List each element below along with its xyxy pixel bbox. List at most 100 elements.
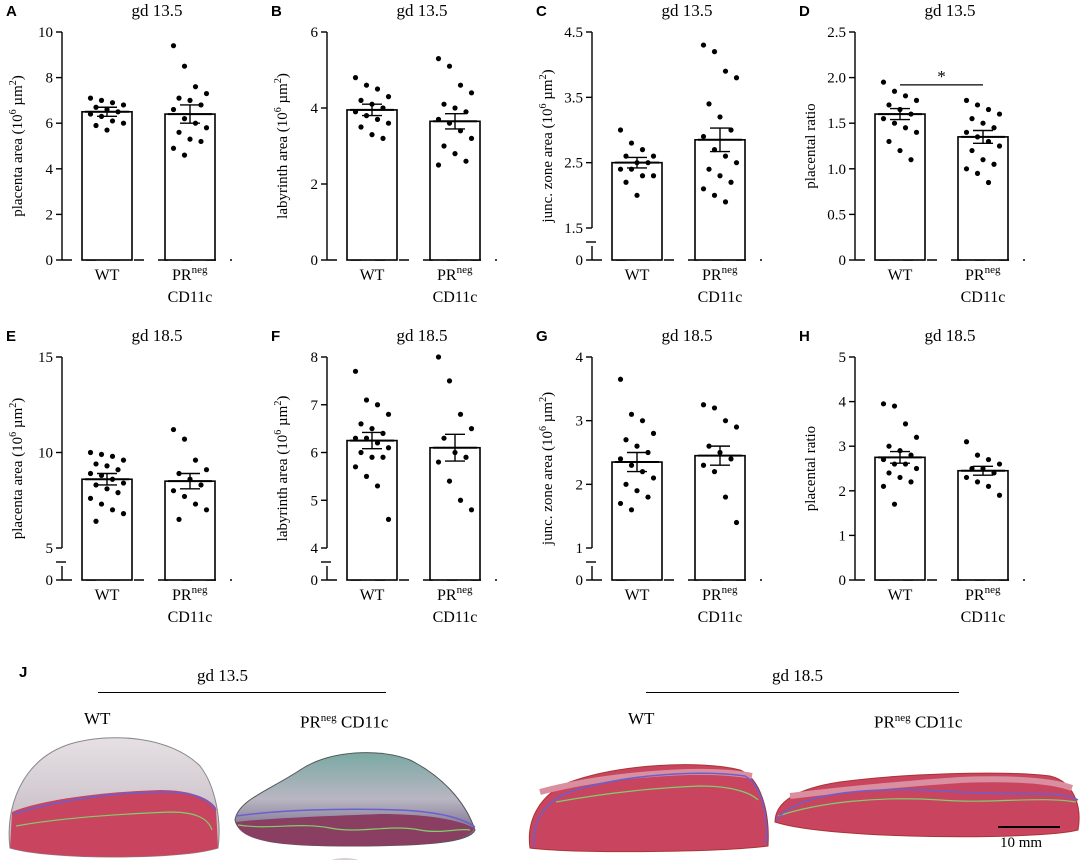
data-point-f-0-2 [374,402,381,408]
data-point-b-1-4 [441,101,447,107]
x-label-wt-a: WT [95,267,120,284]
x-label-cd-d: CD11c [961,289,1006,306]
data-point-b-1-1 [446,63,453,69]
y-label-e: placenta area (106 µm2) [8,398,26,540]
x-label-pr-h: PRneg [965,584,1001,604]
data-point-a-0-3 [120,102,127,108]
y-label-c: junc. zone area (106 µm2) [538,69,556,223]
data-point-a-0-2 [109,100,116,106]
data-point-b-1-2 [457,82,464,88]
y-tick-label-b-0: 0 [311,253,319,269]
y-tick-label-b-1: 2 [311,177,319,193]
data-point-b-1-6 [463,109,469,115]
bar-b-1 [429,120,481,261]
data-point-e-1-10 [203,507,210,513]
bar-d-0 [874,113,926,261]
data-point-a-1-12 [187,136,193,142]
x-label-wt-f: WT [360,587,385,604]
data-point-f-0-15 [363,473,370,479]
y-tick-label-b-3: 6 [311,25,319,41]
data-point-c-0-8 [628,166,635,172]
scale-bar-label: 10 mm [1000,835,1043,851]
data-point-b-1-8 [446,120,453,126]
data-point-c-1-2 [722,68,729,74]
data-point-d-1-1 [974,102,981,108]
data-point-d-0-11 [886,138,892,145]
data-point-e-1-3 [203,467,210,473]
data-point-d-0-1 [891,88,898,94]
x-label-cd-b: CD11c [433,289,478,306]
y-tick-label-e-0: 5 [46,541,54,557]
data-point-b-1-13 [463,158,469,164]
title-a: gd 13.5 [132,1,183,20]
data-point-c-0-2 [639,147,646,153]
data-point-h-0-14 [880,483,887,489]
data-point-a-1-5 [187,97,193,103]
data-point-f-0-16 [374,483,381,489]
x-label-cd-c: CD11c [698,289,743,306]
title-d: gd 13.5 [925,1,976,20]
data-point-d-1-14 [963,166,970,172]
y-tick-label-g-2: 3 [576,414,584,430]
data-point-f-1-8 [446,478,453,484]
data-point-c-0-0 [617,127,624,133]
bar-e-1 [164,480,216,581]
data-point-a-0-4 [93,104,99,110]
data-point-b-0-12 [369,132,375,138]
data-point-e-1-11 [176,516,182,522]
y-tick-label-f-3: 7 [311,398,319,414]
data-point-d-1-8 [974,134,981,140]
y-tick-label-c-3: 4.5 [564,25,583,41]
data-point-b-1-12 [452,151,458,157]
data-point-d-1-11 [969,147,975,154]
data-point-f-1-2 [457,411,464,417]
data-point-d-1-5 [980,120,986,126]
panel-label-d: D [799,3,810,20]
data-point-b-0-2 [374,86,381,92]
x-label-cd-e: CD11c [168,609,213,626]
y-tick-label-a-1: 2 [46,207,54,223]
data-point-c-0-7 [617,166,624,172]
title-b: gd 13.5 [397,1,448,20]
y-tick-label-e-1: 10 [38,446,53,462]
data-point-d-0-2 [902,93,909,99]
bar-e-0 [81,478,133,581]
data-point-b-0-6 [380,105,386,111]
title-e: gd 18.5 [132,326,183,345]
data-point-h-0-0 [880,401,887,407]
data-point-h-1-8 [974,479,981,485]
histology-gd18-wt [528,764,769,853]
data-point-d-0-7 [880,116,887,122]
x-label-pr-a: PRneg [172,264,208,284]
data-point-h-0-6 [908,452,914,458]
data-point-b-0-4 [358,97,364,103]
y-tick-label-a-0: 0 [46,253,54,269]
data-point-f-0-14 [352,464,359,470]
data-point-d-1-10 [996,143,1003,149]
y-tick-label-a-5: 10 [38,25,53,41]
data-point-d-0-3 [913,97,920,103]
data-point-h-1-1 [974,452,981,458]
data-point-b-1-7 [435,116,442,122]
x-label-pr-d: PRneg [965,264,1001,284]
data-point-b-1-11 [441,143,447,149]
data-point-e-0-0 [87,449,94,456]
y-tick-label-d-2: 1.0 [827,162,846,178]
data-point-f-1-6 [463,454,469,460]
pr-label-gd13: PRneg CD11c [300,712,389,732]
title-c: gd 13.5 [662,1,713,20]
data-point-e-0-7 [87,470,94,477]
data-point-g-0-10 [650,475,657,481]
data-point-d-0-6 [908,111,914,117]
data-point-c-1-11 [706,166,712,172]
bar-d-1 [957,136,1009,261]
data-point-d-0-5 [897,106,903,113]
x-label-pr-f: PRneg [437,584,473,604]
data-point-g-0-3 [650,430,657,436]
data-point-h-1-2 [985,456,992,463]
data-point-b-1-5 [452,105,458,111]
x-label-wt-h: WT [888,587,913,604]
y-tick-label-f-2: 6 [311,446,319,462]
data-point-b-0-3 [385,94,392,100]
